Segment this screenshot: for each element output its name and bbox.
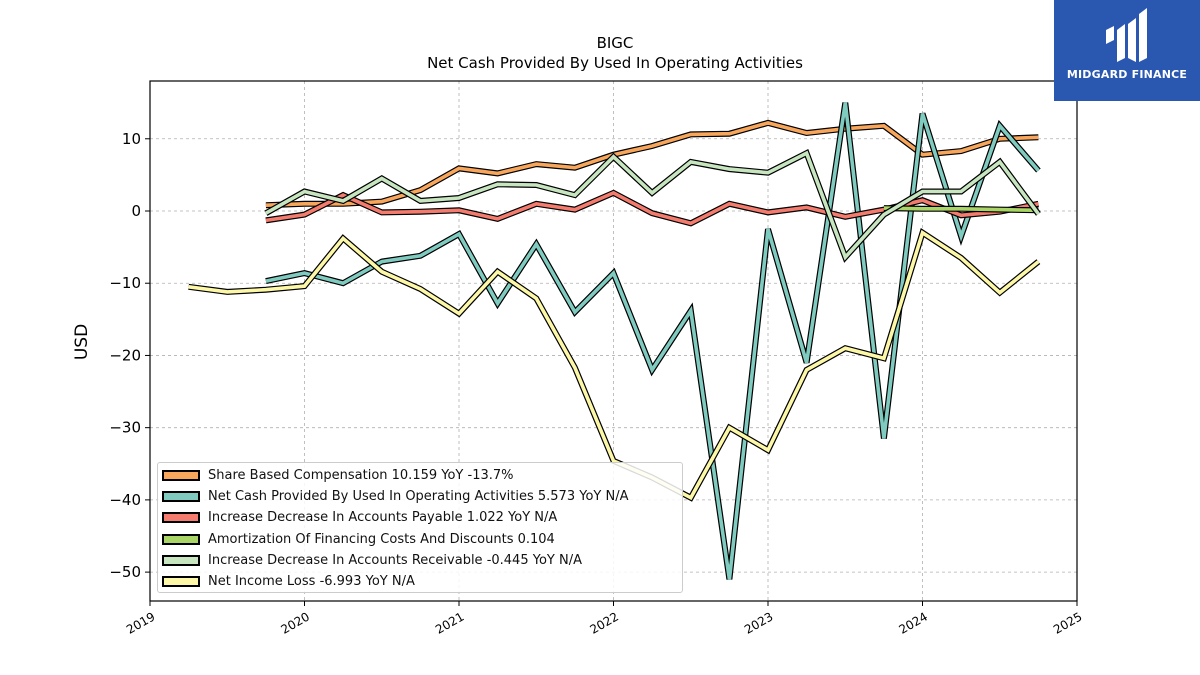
chart-title: BIGC (597, 34, 634, 52)
series-line (265, 150, 1040, 261)
series-2 (265, 102, 1041, 580)
x-tick-label: 2021 (433, 609, 466, 636)
series-line (265, 121, 1039, 207)
logo-text: MIDGARD FINANCE (1066, 68, 1188, 81)
y-tick-label: −40 (109, 491, 141, 509)
legend-swatch (162, 491, 200, 503)
legend-swatch (162, 470, 200, 482)
x-tick-label: 2022 (588, 609, 621, 636)
series-line (188, 229, 1040, 501)
y-tick-label: 10 (122, 130, 141, 148)
series-5 (264, 149, 1041, 263)
y-tick-label: −50 (109, 563, 141, 581)
legend-item: Share Based Compensation 10.159 YoY -13.… (158, 465, 682, 486)
midgard-finance-logo: MIDGARD FINANCE (1054, 0, 1200, 101)
plot-frame (149, 80, 1078, 602)
chart-legend: Share Based Compensation 10.159 YoY -13.… (157, 462, 683, 593)
x-tick-label: 2020 (279, 609, 312, 636)
series-line (883, 206, 1039, 213)
chart-subtitle: Net Cash Provided By Used In Operating A… (427, 54, 803, 72)
series-6 (188, 228, 1041, 502)
legend-label: Net Cash Provided By Used In Operating A… (208, 489, 629, 505)
logo-mark-icon (1106, 8, 1147, 62)
x-tick-label: 2024 (897, 609, 930, 636)
legend-item: Increase Decrease In Accounts Payable 1.… (158, 507, 682, 528)
series-1 (265, 119, 1039, 209)
y-axis-label: USD (72, 324, 92, 360)
legend-item: Net Cash Provided By Used In Operating A… (158, 486, 682, 507)
x-tick-label: 2019 (124, 609, 157, 636)
legend-label: Amortization Of Financing Costs And Disc… (208, 531, 555, 547)
series-3 (265, 189, 1040, 227)
legend-swatch (162, 512, 200, 524)
legend-item: Increase Decrease In Accounts Receivable… (158, 550, 682, 571)
legend-label: Increase Decrease In Accounts Receivable… (208, 552, 582, 568)
y-tick-label: −10 (109, 274, 141, 292)
x-tick-label: 2025 (1051, 609, 1084, 636)
y-tick-label: −20 (109, 346, 141, 364)
legend-item: Amortization Of Financing Costs And Disc… (158, 529, 682, 550)
series-lines (188, 102, 1041, 580)
legend-label: Share Based Compensation 10.159 YoY -13.… (208, 468, 514, 484)
legend-swatch (162, 533, 200, 545)
series-line (265, 102, 1040, 580)
series-4 (883, 205, 1039, 214)
legend-label: Increase Decrease In Accounts Payable 1.… (208, 510, 558, 526)
legend-item: Net Income Loss -6.993 YoY N/A (158, 571, 682, 592)
legend-swatch (162, 554, 200, 566)
y-tick-label: 0 (131, 202, 141, 220)
y-tick-label: −30 (109, 419, 141, 437)
legend-swatch (162, 576, 200, 588)
legend-label: Net Income Loss -6.993 YoY N/A (208, 574, 415, 590)
series-line (265, 190, 1039, 226)
x-tick-label: 2023 (742, 609, 775, 636)
